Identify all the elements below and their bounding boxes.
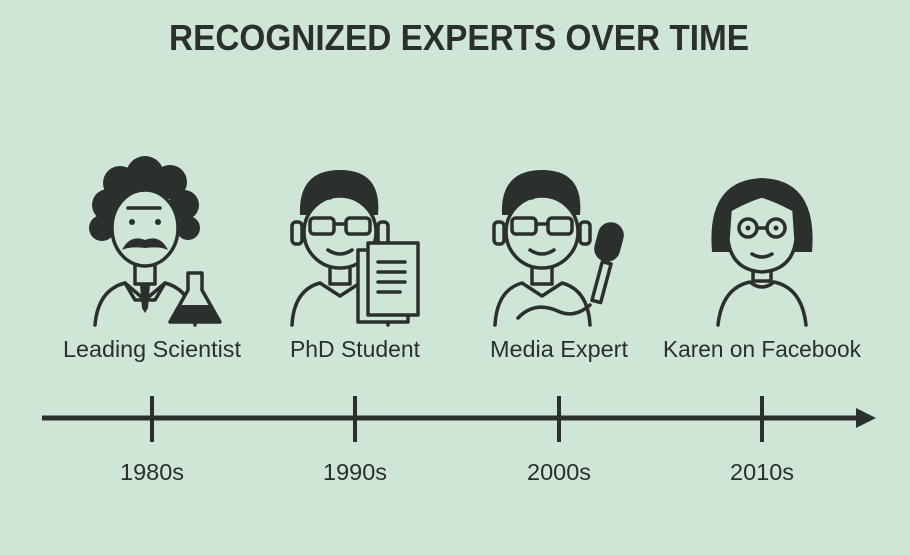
timeline-arrow — [856, 408, 876, 428]
timeline-ticks — [150, 396, 764, 442]
expert-label: Karen on Facebook — [663, 336, 861, 362]
expert-label: PhD Student — [290, 336, 421, 362]
scientist-illustration — [89, 156, 222, 327]
student-illustration — [290, 170, 420, 327]
period-label: 2010s — [730, 459, 794, 485]
media-expert-illustration — [492, 170, 624, 327]
title: RECOGNIZED EXPERTS OVER TIME — [169, 17, 749, 58]
karen-illustration — [711, 178, 813, 327]
period-label: 2000s — [527, 459, 591, 485]
expert-label: Leading Scientist — [63, 336, 242, 362]
period-label: 1980s — [120, 459, 184, 485]
period-label: 1990s — [323, 459, 387, 485]
expert-label: Media Expert — [490, 336, 629, 362]
